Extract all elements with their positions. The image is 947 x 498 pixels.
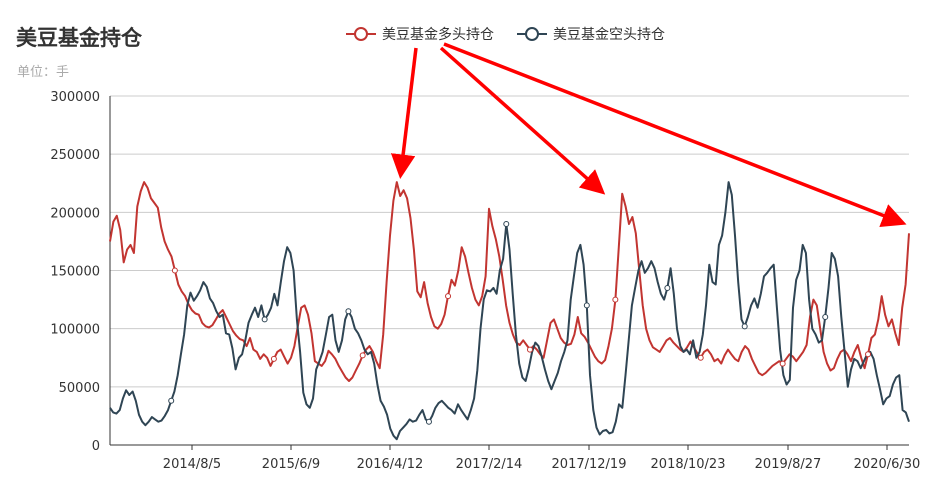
legend-label[interactable]: 美豆基金多头持仓: [382, 26, 494, 43]
x-tick-label: 2014/8/5: [163, 457, 221, 472]
x-tick-label: 2018/10/23: [651, 457, 726, 472]
chart-title: 美豆基金持仓: [16, 26, 142, 50]
arrow-to-2020-peak: [443, 42, 907, 228]
legend-swatch-marker: [525, 27, 539, 41]
data-point[interactable]: [583, 302, 590, 309]
axes: [109, 96, 909, 446]
data-point[interactable]: [270, 355, 277, 362]
y-tick-label: 100000: [50, 323, 100, 338]
legend-label[interactable]: 美豆基金空头持仓: [553, 26, 665, 43]
y-tick-label: 0: [92, 439, 100, 454]
data-point[interactable]: [779, 360, 786, 367]
chart-subtitle: 单位：手: [17, 65, 70, 80]
x-tick-label: 2020/6/30: [854, 457, 921, 472]
data-point[interactable]: [741, 323, 748, 330]
series-line-1: [109, 181, 910, 441]
y-tick-label: 200000: [50, 206, 100, 221]
series-lines: [109, 181, 910, 441]
series-points: [168, 220, 872, 425]
y-tick-label: 300000: [50, 90, 100, 105]
data-point[interactable]: [359, 352, 366, 359]
arrow-to-2018-peak: [439, 46, 606, 195]
data-point[interactable]: [865, 351, 872, 358]
x-tick-label: 2017/2/14: [456, 457, 523, 472]
data-point[interactable]: [445, 293, 452, 300]
y-tick-label: 150000: [50, 265, 100, 280]
y-tick-label: 250000: [50, 148, 100, 163]
data-point[interactable]: [171, 267, 178, 274]
data-point[interactable]: [345, 308, 352, 315]
x-tick-label: 2019/8/27: [755, 457, 822, 472]
arrow-to-2016-peak: [390, 47, 418, 179]
x-tick-label: 2015/6/9: [262, 457, 320, 472]
data-point[interactable]: [664, 284, 671, 291]
data-point[interactable]: [261, 316, 268, 323]
x-axis-ticks: 2014/8/5 2015/6/9 2016/4/12 2017/2/14 2017/1…: [163, 445, 921, 472]
data-point[interactable]: [526, 346, 533, 353]
data-point[interactable]: [822, 314, 829, 321]
grid-lines: [110, 95, 909, 388]
x-tick-label: 2016/4/12: [357, 457, 424, 472]
data-point[interactable]: [697, 354, 704, 361]
legend-swatch-marker: [354, 27, 368, 41]
series-line-0: [109, 181, 910, 382]
x-tick-label: 2017/12/19: [552, 457, 627, 472]
data-point[interactable]: [612, 296, 619, 303]
y-tick-label: 50000: [59, 381, 100, 396]
data-point[interactable]: [425, 418, 432, 425]
legend: 美豆基金多头持仓 美豆基金空头持仓: [346, 26, 665, 43]
y-axis-ticks: 0 50000 100000 150000 200000 250000 300000: [50, 90, 100, 454]
data-point[interactable]: [503, 220, 510, 227]
red-arrows: [390, 42, 907, 228]
data-point[interactable]: [168, 397, 175, 404]
